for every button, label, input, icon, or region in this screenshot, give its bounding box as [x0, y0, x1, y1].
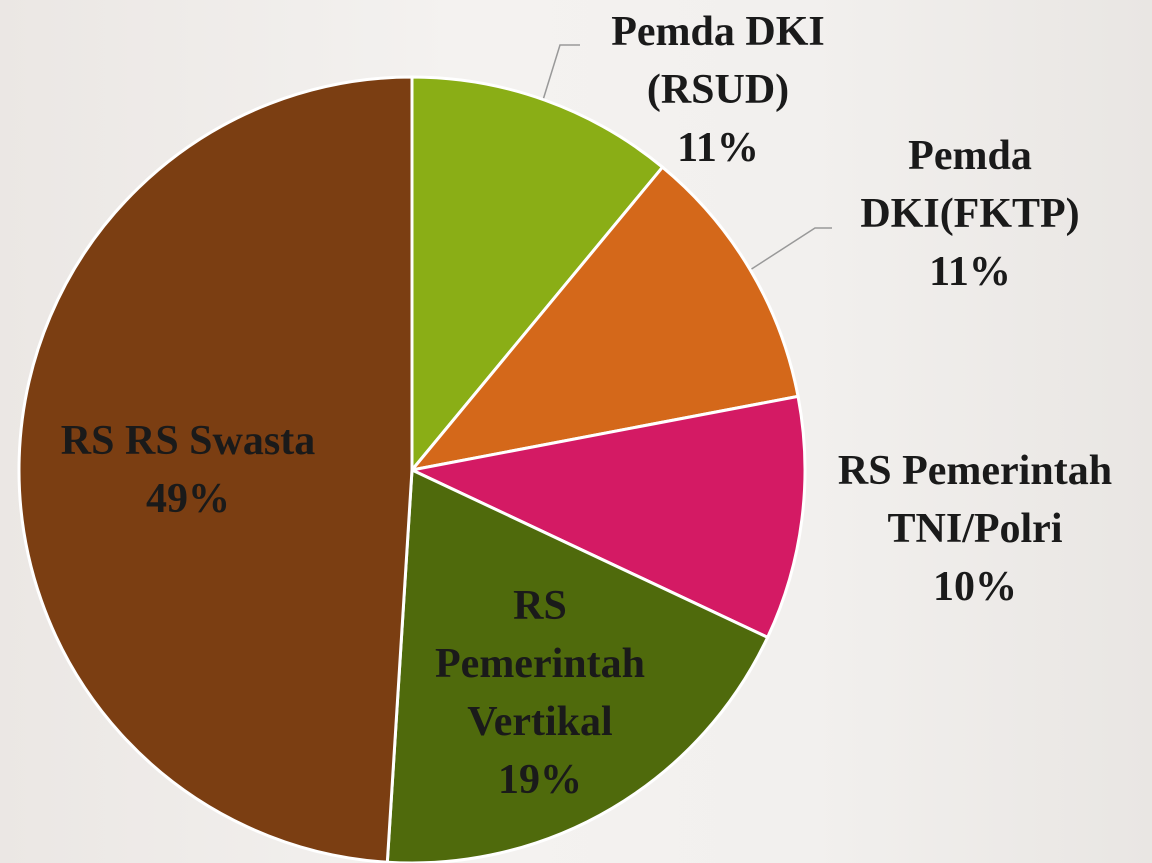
pie-slice	[410, 75, 665, 475]
pie-slice	[17, 75, 414, 863]
value-label: 11%	[677, 125, 759, 171]
pie-slice	[407, 394, 807, 640]
leader-line	[749, 227, 832, 271]
slice-label: RS Pemerintah TNI/Polri 10%	[805, 442, 1145, 616]
category-label: Pemda DKI (RSUD)	[611, 9, 825, 113]
value-label: 19%	[498, 757, 582, 803]
slice-label: Pemda DKI(FKTP) 11%	[830, 127, 1110, 301]
category-label: RS Pemerintah TNI/Polri	[837, 448, 1113, 552]
value-label: 49%	[146, 476, 230, 522]
category-label: RS RS Swasta	[60, 418, 316, 464]
category-label: RS Pemerintah Vertikal	[435, 583, 645, 745]
value-label: 10%	[933, 564, 1017, 610]
slice-label: RS Pemerintah Vertikal 19%	[405, 577, 675, 809]
slice-label: RS RS Swasta 49%	[0, 412, 378, 528]
pie-slice	[408, 165, 800, 473]
slice-label: Pemda DKI (RSUD) 11%	[568, 3, 868, 177]
leader-line	[542, 44, 580, 101]
category-label: Pemda DKI(FKTP)	[860, 133, 1080, 237]
value-label: 11%	[929, 249, 1011, 295]
pie-slice	[385, 467, 770, 863]
